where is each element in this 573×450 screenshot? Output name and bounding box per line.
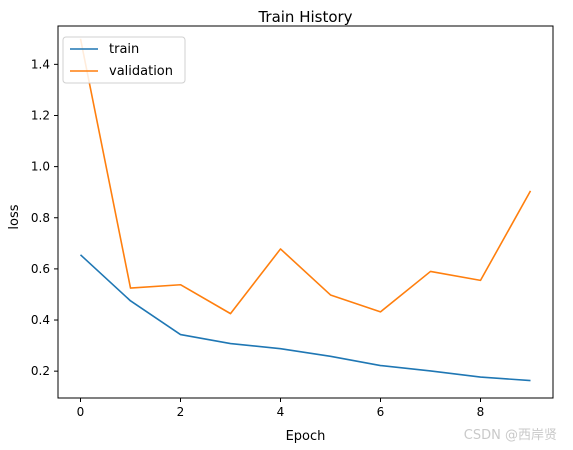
x-axis-label: Epoch [286,429,326,444]
plot-area-frame [57,25,554,399]
legend-label-validation: validation [109,64,173,79]
chart-title: Train History [257,8,352,26]
series-lines [79,38,532,382]
x-tick-label: 8 [477,405,485,419]
y-tick-label: 1.0 [31,160,50,174]
x-tick-label: 0 [77,405,85,419]
x-tick-label: 2 [177,405,185,419]
y-axis-label: loss [7,204,22,229]
x-tick-label: 4 [277,405,285,419]
y-tick-label: 1.2 [31,108,50,122]
series-line-validation [79,38,532,315]
series-line-train [79,254,531,382]
y-tick-label: 0.8 [31,211,50,225]
x-tick-label: 6 [377,405,385,419]
legend-label-train: train [109,42,139,57]
legend: train validation [62,36,186,84]
y-tick-label: 0.2 [31,364,50,378]
y-tick-label: 0.6 [31,262,50,276]
y-tick-label: 0.4 [31,313,50,327]
watermark: CSDN @西岸贤 [463,428,557,443]
y-tick-label: 1.4 [31,57,50,71]
